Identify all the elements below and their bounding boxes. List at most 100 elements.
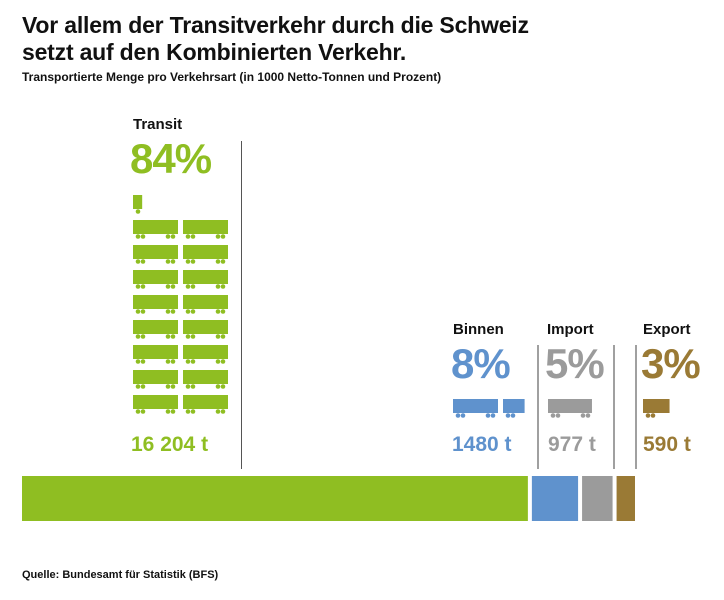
wagon-wheel	[190, 384, 196, 389]
wagon-wheel	[220, 234, 226, 239]
wagon-wheel	[185, 234, 191, 239]
title-line-2: setzt auf den Kombinierten Verkehr.	[22, 39, 407, 65]
wagon-transit	[133, 320, 178, 339]
wagon-wheel	[165, 284, 171, 289]
wagon-body	[133, 345, 178, 359]
wagon-wheel	[165, 259, 171, 264]
wagon-transit	[183, 245, 228, 264]
wagon-wheel	[140, 409, 146, 414]
wagon-wheel	[585, 413, 591, 418]
category-label-binnen: Binnen	[453, 321, 504, 338]
wagon-body	[548, 399, 592, 413]
wagon-transit	[183, 370, 228, 389]
wagon-wheel	[135, 209, 141, 214]
wagon-binnen	[453, 399, 498, 418]
wagon-wheel	[170, 334, 176, 339]
wagon-wheel	[135, 309, 141, 314]
chart-title: Vor allem der Transitverkehr durch die S…	[22, 12, 712, 66]
value-label-transit: 16 204 t	[131, 433, 209, 456]
wagon-wheel	[170, 234, 176, 239]
divider-import	[613, 345, 615, 469]
wagon-export	[643, 399, 670, 418]
wagon-transit	[133, 195, 143, 214]
wagon-transit	[183, 220, 228, 239]
wagon-wheel	[220, 409, 226, 414]
value-label-import: 977 t	[548, 433, 596, 456]
wagon-wheel	[135, 409, 141, 414]
wagon-transit	[133, 220, 178, 239]
wagon-body	[133, 270, 178, 284]
wagon-wheel	[140, 234, 146, 239]
wagon-wheel	[185, 284, 191, 289]
wagon-wheel	[135, 234, 141, 239]
wagon-body	[183, 270, 228, 284]
wagon-wheel	[215, 259, 221, 264]
wagon-wheel	[185, 259, 191, 264]
wagon-transit	[133, 345, 178, 364]
wagon-body	[183, 295, 228, 309]
bar-segment-binnen	[531, 476, 579, 521]
wagon-body	[183, 345, 228, 359]
wagon-body	[133, 245, 178, 259]
category-label-import: Import	[547, 321, 594, 338]
wagon-body	[503, 399, 525, 413]
wagon-body	[183, 370, 228, 384]
wagon-wheel	[190, 359, 196, 364]
wagon-wheel	[550, 413, 556, 418]
wagon-transit	[133, 295, 178, 314]
wagon-wheel	[185, 359, 191, 364]
wagon-wheel	[645, 413, 651, 418]
wagon-transit	[183, 395, 228, 414]
wagon-wheel	[220, 384, 226, 389]
chart-subtitle: Transportierte Menge pro Verkehrsart (in…	[22, 70, 442, 84]
wagon-wheel	[220, 284, 226, 289]
wagon-wheel	[190, 259, 196, 264]
wagon-wheel	[555, 413, 561, 418]
wagon-wheel	[135, 359, 141, 364]
wagon-wheel	[490, 413, 496, 418]
bar-segment-export	[616, 476, 635, 521]
wagon-body	[183, 220, 228, 234]
wagon-wheel	[165, 384, 171, 389]
category-label-export: Export	[643, 321, 691, 338]
wagon-wheel	[220, 309, 226, 314]
wagon-wheel	[190, 334, 196, 339]
wagon-wheel	[190, 284, 196, 289]
wagon-wheel	[165, 409, 171, 414]
divider-binnen	[537, 345, 539, 469]
wagon-body	[133, 195, 143, 209]
wagon-wheel	[185, 309, 191, 314]
bar-segment-import	[582, 476, 613, 521]
wagon-wheel	[190, 309, 196, 314]
percent-label-binnen: 8%	[451, 340, 511, 387]
wagon-binnen	[503, 399, 525, 418]
wagon-wheel	[135, 284, 141, 289]
value-label-binnen: 1480 t	[452, 433, 512, 456]
divider-export	[635, 345, 637, 469]
wagon-transit	[183, 345, 228, 364]
wagon-wheel	[165, 334, 171, 339]
bar-segment-transit	[22, 476, 528, 521]
wagon-wheel	[215, 409, 221, 414]
wagon-wheel	[135, 259, 141, 264]
wagon-wheel	[135, 334, 141, 339]
wagon-wheel	[140, 334, 146, 339]
wagon-wheel	[170, 309, 176, 314]
value-label-export: 590 t	[643, 433, 691, 456]
source-note: Quelle: Bundesamt für Statistik (BFS)	[22, 569, 219, 581]
wagon-transit	[133, 395, 178, 414]
wagon-wheel	[170, 284, 176, 289]
wagon-wheel	[165, 359, 171, 364]
wagon-wheel	[215, 359, 221, 364]
wagon-wheel	[170, 384, 176, 389]
wagon-import	[548, 399, 592, 418]
wagon-wheel	[140, 309, 146, 314]
wagon-wheel	[140, 259, 146, 264]
wagon-body	[133, 320, 178, 334]
category-label-transit: Transit	[133, 116, 183, 133]
percent-label-transit: 84%	[130, 135, 212, 182]
wagon-transit	[133, 370, 178, 389]
wagon-wheel	[170, 409, 176, 414]
wagon-wheel	[215, 284, 221, 289]
